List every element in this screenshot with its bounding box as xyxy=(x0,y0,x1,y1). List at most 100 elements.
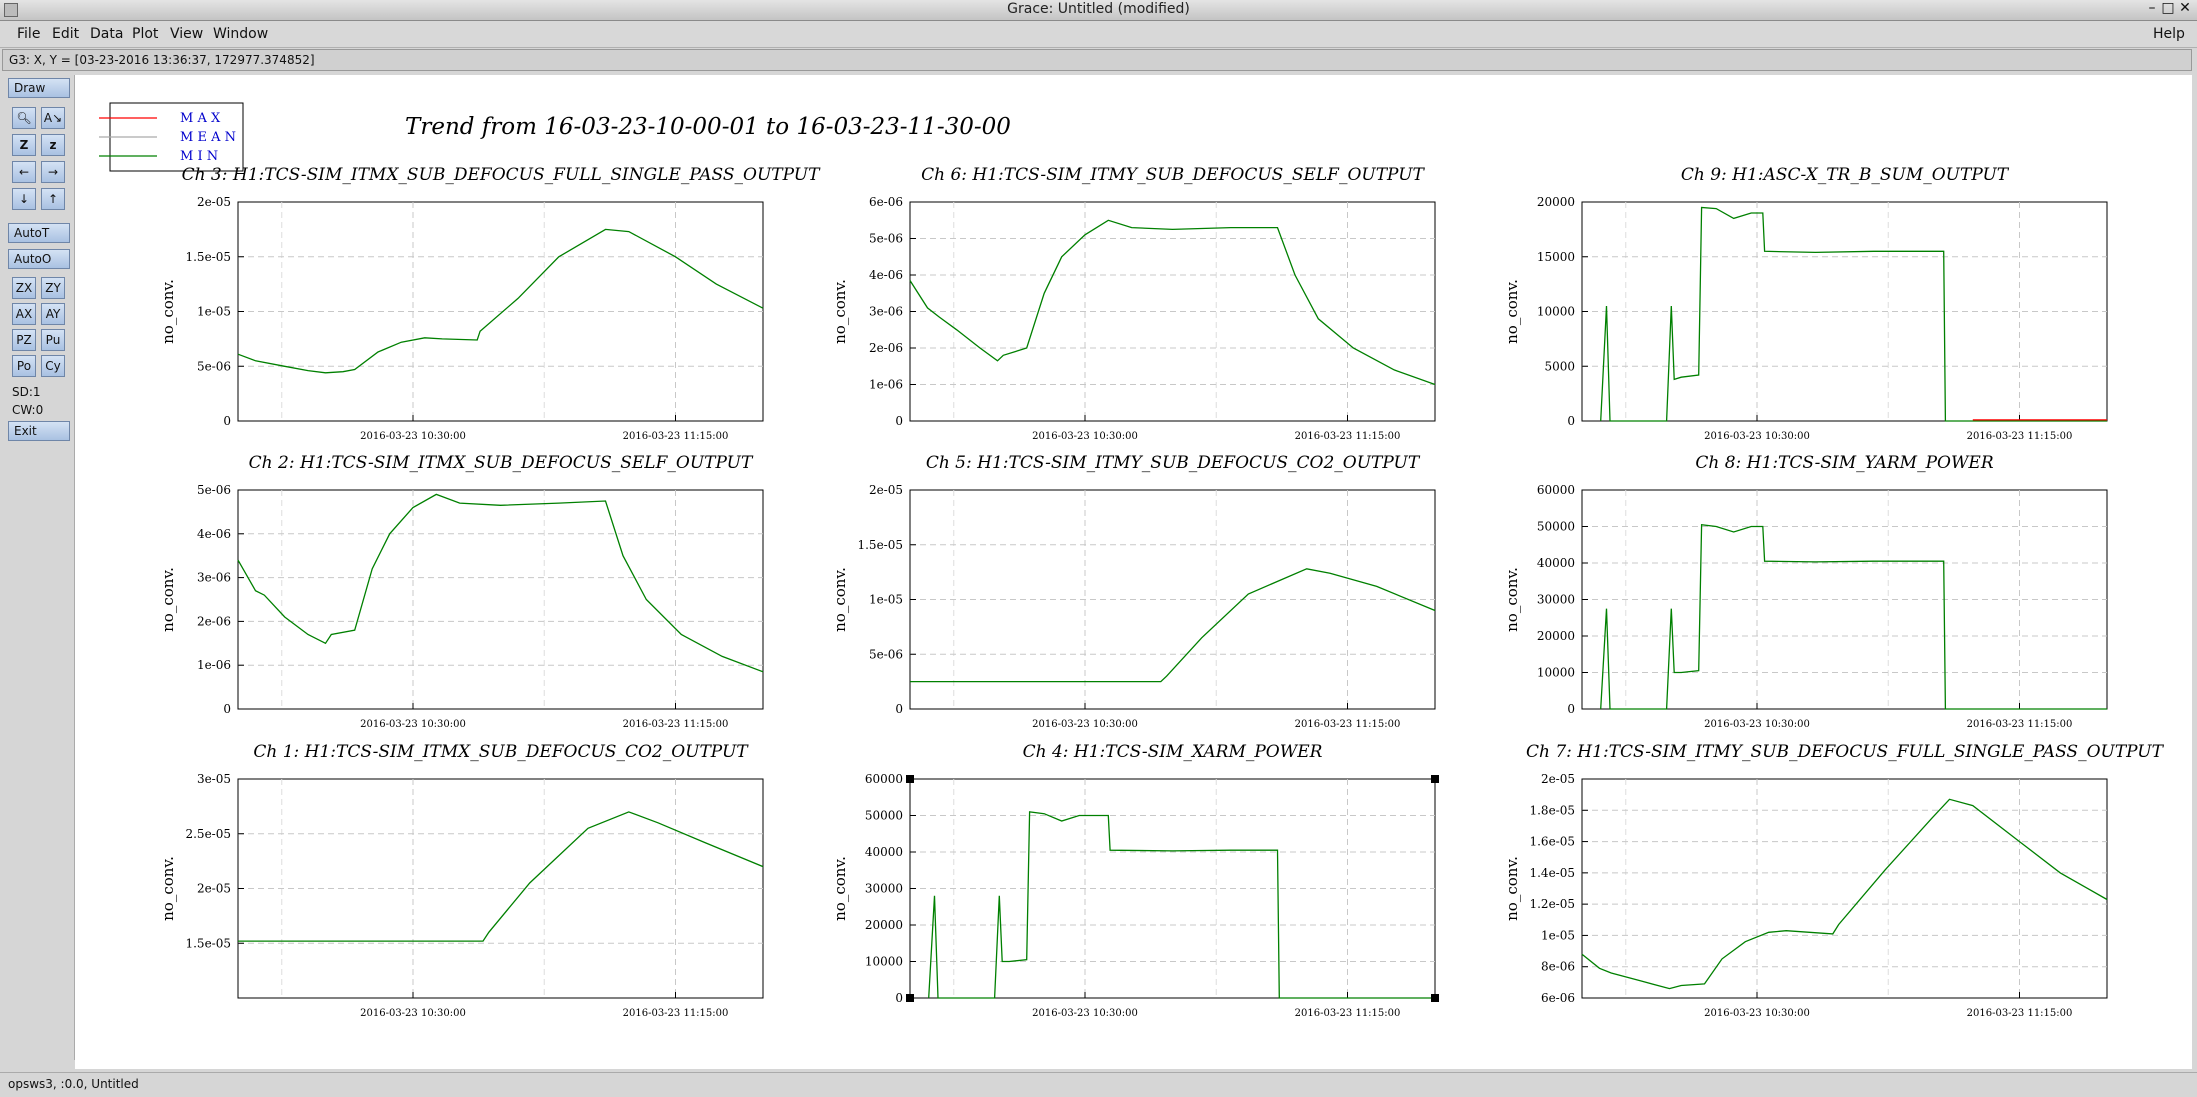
y-tick-label: 1e-05 xyxy=(197,305,231,319)
zoom-out-button[interactable]: z xyxy=(41,134,65,156)
y-tick-label: 1.6e-05 xyxy=(1529,835,1575,849)
y-tick-label: 4e-06 xyxy=(197,527,231,541)
y-tick-label: 6e-06 xyxy=(1541,991,1575,1005)
selection-handle[interactable] xyxy=(906,775,914,783)
autot-button[interactable]: AutoT xyxy=(8,223,70,243)
series-line xyxy=(1600,206,2107,422)
y-tick-label: 40000 xyxy=(865,845,903,859)
menu-edit[interactable]: Edit xyxy=(52,26,80,42)
series-line xyxy=(909,219,1436,386)
y-tick-label: 1e-06 xyxy=(197,658,231,672)
zoom-in-button[interactable]: Z xyxy=(12,134,36,156)
x-tick-label: 2016-03-23 10:30:00 xyxy=(360,1008,466,1019)
selection-handle[interactable] xyxy=(1431,775,1439,783)
scroll-up-button[interactable]: ↑ xyxy=(41,188,65,210)
y-axis-label: no_conv. xyxy=(831,567,849,632)
chart-title: Ch 4: H1:TCS-SIM_XARM_POWER xyxy=(1023,742,1323,762)
y-tick-label: 2e-06 xyxy=(197,614,231,628)
y-axis-label: no_conv. xyxy=(1503,567,1521,632)
draw-button[interactable]: Draw xyxy=(8,78,70,98)
chart-panel[interactable]: 2016-03-23 10:30:00 2016-03-23 11:15:00 0 1… xyxy=(159,453,764,730)
chart-panel[interactable]: 2016-03-23 10:30:00 2016-03-23 11:15:00 0 1… xyxy=(831,742,1439,1019)
y-tick-label: 1.5e-05 xyxy=(857,538,903,552)
chart-panel[interactable]: 2016-03-23 10:30:00 2016-03-23 11:15:00 0 1… xyxy=(831,165,1436,442)
y-tick-label: 0 xyxy=(895,702,903,716)
menu-data[interactable]: Data xyxy=(90,26,124,42)
arrow-up-icon: ↑ xyxy=(47,192,59,206)
chart-title: Ch 2: H1:TCS-SIM_ITMX_SUB_DEFOCUS_SELF_O… xyxy=(249,453,754,473)
y-tick-label: 2e-06 xyxy=(869,341,903,355)
y-tick-label: 5e-06 xyxy=(869,647,903,661)
ax-button[interactable]: AX xyxy=(12,303,36,325)
y-tick-label: 3e-05 xyxy=(197,772,231,786)
minimize-icon[interactable]: – xyxy=(2148,0,2156,16)
cy-button[interactable]: Cy xyxy=(41,355,65,377)
y-tick-label: 60000 xyxy=(1537,483,1575,497)
x-tick-label: 2016-03-23 11:15:00 xyxy=(1967,719,2073,730)
y-tick-label: 0 xyxy=(223,414,231,428)
maximize-icon[interactable]: □ xyxy=(2161,0,2175,16)
legend-box[interactable]: M A X M E A N M I N xyxy=(99,102,244,172)
status-text: opsws3, :0.0, Untitled xyxy=(8,1077,139,1091)
y-tick-label: 60000 xyxy=(865,772,903,786)
window-menu-icon[interactable] xyxy=(4,3,18,17)
y-tick-label: 0 xyxy=(895,414,903,428)
scroll-left-button[interactable]: ← xyxy=(12,161,36,183)
pu-button[interactable]: Pu xyxy=(41,329,65,351)
chart-panel[interactable]: 2016-03-23 10:30:00 2016-03-23 11:15:00 0 5… xyxy=(831,453,1436,730)
legend-label: M I N xyxy=(180,149,218,164)
y-axis-label: no_conv. xyxy=(159,567,177,632)
x-tick-label: 2016-03-23 10:30:00 xyxy=(1704,1008,1810,1019)
chart-panel[interactable]: 2016-03-23 10:30:00 2016-03-23 11:15:00 0 1… xyxy=(1503,453,2108,730)
exit-button[interactable]: Exit xyxy=(8,421,70,441)
zoom-button[interactable]: 🔍︎ xyxy=(12,107,36,129)
tool-bar: Draw 🔍︎ A↘ Z z ← → ↓ ↑ AutoT AutoO ZX ZY… xyxy=(4,75,75,1060)
arrow-left-icon: ← xyxy=(18,165,30,179)
chart-panel[interactable]: 2016-03-23 10:30:00 2016-03-23 11:15:00 6e… xyxy=(1503,742,2165,1019)
chart-panel[interactable]: 2016-03-23 10:30:00 2016-03-23 11:15:00 1.… xyxy=(159,742,764,1019)
zx-button[interactable]: ZX xyxy=(12,277,36,299)
scroll-down-button[interactable]: ↓ xyxy=(12,188,36,210)
y-tick-label: 1.8e-05 xyxy=(1529,803,1575,817)
chart-title: Ch 5: H1:TCS-SIM_ITMY_SUB_DEFOCUS_CO2_OU… xyxy=(926,453,1421,473)
chart-panel[interactable]: 2016-03-23 10:30:00 2016-03-23 11:15:00 0 5… xyxy=(159,165,821,442)
selection-handle[interactable] xyxy=(906,994,914,1002)
y-tick-label: 20000 xyxy=(865,918,903,932)
legend-label: M A X xyxy=(180,111,221,126)
x-tick-label: 2016-03-23 11:15:00 xyxy=(623,431,729,442)
status-bar: opsws3, :0.0, Untitled xyxy=(0,1072,2197,1097)
y-tick-label: 10000 xyxy=(865,955,903,969)
close-icon[interactable]: ✕ xyxy=(2179,0,2191,16)
y-tick-label: 2e-05 xyxy=(1541,772,1575,786)
series-line xyxy=(910,568,1436,683)
x-tick-label: 2016-03-23 10:30:00 xyxy=(1032,719,1138,730)
zy-button[interactable]: ZY xyxy=(41,277,65,299)
chart-panel[interactable]: 2016-03-23 10:30:00 2016-03-23 11:15:00 0 5… xyxy=(1503,165,2108,442)
selection-handle[interactable] xyxy=(1431,994,1439,1002)
menu-help[interactable]: Help xyxy=(2153,26,2185,42)
scroll-right-button[interactable]: → xyxy=(41,161,65,183)
y-tick-label: 30000 xyxy=(865,882,903,896)
x-tick-label: 2016-03-23 11:15:00 xyxy=(1295,719,1401,730)
menu-plot[interactable]: Plot xyxy=(132,26,159,42)
y-tick-label: 5e-06 xyxy=(869,232,903,246)
autoscale-button[interactable]: A↘ xyxy=(41,107,65,129)
zoom-out-icon: z xyxy=(49,138,57,152)
menu-window[interactable]: Window xyxy=(213,26,269,42)
plot-frame xyxy=(237,489,764,710)
y-axis-label: no_conv. xyxy=(831,279,849,344)
chart-title: Ch 6: H1:TCS-SIM_ITMY_SUB_DEFOCUS_SELF_O… xyxy=(921,165,1425,185)
y-tick-label: 15000 xyxy=(1537,250,1575,264)
plot-canvas[interactable]: M A X M E A N M I N Trend from 16-03-23-10… xyxy=(75,75,2192,1069)
x-tick-label: 2016-03-23 11:15:00 xyxy=(1967,1008,2073,1019)
menu-view[interactable]: View xyxy=(170,26,204,42)
po-button[interactable]: Po xyxy=(12,355,36,377)
pz-button[interactable]: PZ xyxy=(12,329,36,351)
ay-button[interactable]: AY xyxy=(41,303,65,325)
y-axis-label: no_conv. xyxy=(1503,279,1521,344)
series-line xyxy=(237,493,764,673)
x-tick-label: 2016-03-23 10:30:00 xyxy=(1032,431,1138,442)
y-tick-label: 1.5e-05 xyxy=(185,936,231,950)
menu-file[interactable]: File xyxy=(17,26,41,42)
autoo-button[interactable]: AutoO xyxy=(8,249,70,269)
